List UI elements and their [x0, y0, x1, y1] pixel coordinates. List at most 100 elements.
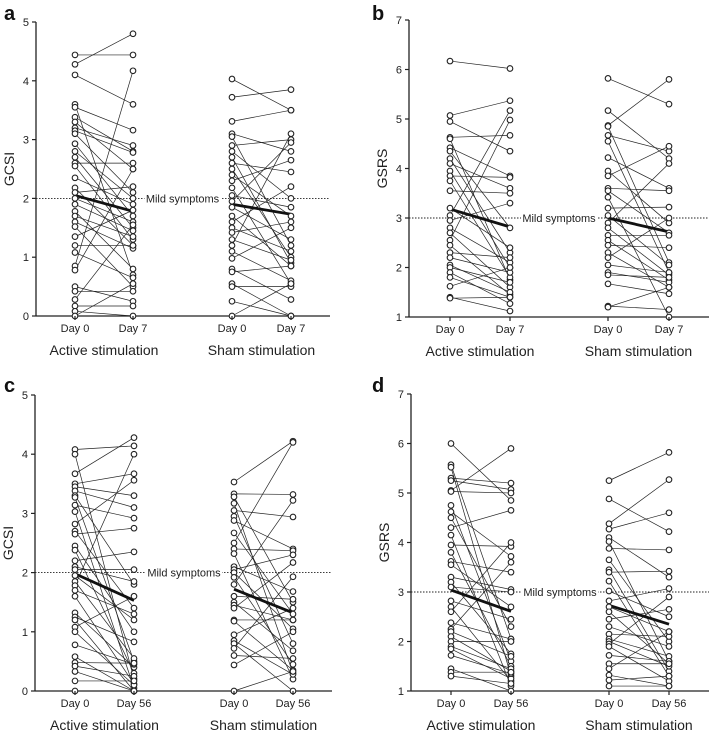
subject-line — [231, 139, 292, 146]
data-point — [129, 159, 137, 167]
data-point — [130, 592, 138, 600]
subject-line — [449, 272, 511, 304]
threshold-label-bg — [144, 191, 221, 205]
subject-line — [607, 134, 670, 152]
data-point — [287, 195, 295, 202]
y-axis-label: GCSI — [0, 526, 16, 560]
group-sham — [230, 437, 297, 695]
data-point — [506, 279, 514, 286]
data-point — [287, 247, 295, 255]
data-point — [446, 241, 454, 249]
data-point — [71, 51, 79, 59]
subject-line — [74, 198, 134, 223]
subject-line — [74, 590, 135, 615]
data-point — [507, 568, 515, 576]
x-tick-label: Day 7 — [119, 323, 148, 335]
subject-line — [74, 445, 135, 450]
data-point — [228, 283, 236, 290]
data-point — [130, 677, 138, 685]
data-point — [604, 212, 612, 219]
data-point — [447, 583, 455, 591]
data-point — [665, 244, 673, 252]
subject-line — [607, 239, 670, 281]
data-point — [604, 131, 612, 139]
subject-line — [449, 180, 511, 278]
data-point — [228, 218, 236, 226]
data-point — [604, 204, 612, 212]
group-active — [447, 440, 515, 695]
y-tick-label: 1 — [22, 627, 28, 639]
subject-line — [231, 300, 292, 317]
subject-line — [233, 500, 294, 585]
subject-line — [233, 510, 294, 518]
data-point — [130, 450, 138, 458]
subject-line — [607, 157, 670, 189]
data-point — [604, 172, 612, 180]
data-point — [289, 668, 297, 675]
data-point — [665, 100, 673, 108]
mean-line — [74, 194, 134, 213]
subject-line — [231, 168, 292, 258]
threshold-label-bg — [521, 211, 597, 224]
data-point — [228, 242, 236, 249]
data-point — [289, 595, 297, 603]
data-point — [289, 559, 297, 566]
mean-line — [449, 207, 511, 229]
subject-line — [607, 227, 670, 276]
y-tick-label: 3 — [396, 213, 402, 225]
data-point — [228, 93, 236, 101]
x-tick-label: Day 0 — [437, 698, 466, 710]
data-point — [446, 254, 454, 261]
subject-line — [231, 187, 292, 284]
subject-line — [450, 648, 512, 679]
data-point — [507, 668, 515, 676]
data-point — [446, 187, 454, 195]
subject-line — [607, 79, 670, 126]
data-point — [287, 262, 295, 270]
data-point — [289, 604, 297, 612]
subject-line — [233, 516, 294, 644]
data-point — [287, 224, 295, 232]
data-point — [130, 604, 138, 612]
subject-line — [449, 147, 511, 177]
subject-line — [607, 197, 670, 318]
data-point — [665, 160, 673, 167]
data-point — [605, 545, 613, 552]
panel-letter: c — [4, 375, 15, 397]
data-point — [446, 229, 454, 237]
subject-line — [74, 486, 135, 496]
subject-line — [74, 221, 134, 249]
data-point — [446, 217, 454, 224]
subject-line — [74, 497, 135, 662]
data-point — [446, 118, 454, 125]
data-point — [289, 497, 297, 504]
subject-line — [449, 110, 511, 216]
data-point — [447, 463, 455, 471]
data-point — [665, 628, 673, 635]
data-point — [228, 153, 236, 161]
data-point — [129, 200, 137, 208]
data-point — [287, 256, 295, 264]
data-point — [129, 149, 137, 156]
data-point — [71, 592, 79, 600]
mean-line — [231, 202, 292, 216]
data-point — [71, 508, 79, 515]
data-point — [129, 126, 137, 134]
subject-line — [450, 491, 512, 494]
subject-line — [74, 177, 134, 205]
subject-line — [449, 138, 511, 281]
mean-line — [607, 216, 670, 234]
data-point — [447, 597, 455, 605]
data-point — [604, 75, 612, 82]
data-point — [604, 271, 612, 279]
data-point — [129, 233, 137, 240]
subject-line — [449, 264, 511, 293]
data-point — [506, 131, 514, 139]
subject-line — [74, 70, 134, 267]
subject-line — [233, 671, 294, 692]
data-point — [230, 652, 238, 659]
data-point — [506, 293, 514, 301]
data-point — [604, 187, 612, 195]
data-point — [287, 218, 295, 226]
